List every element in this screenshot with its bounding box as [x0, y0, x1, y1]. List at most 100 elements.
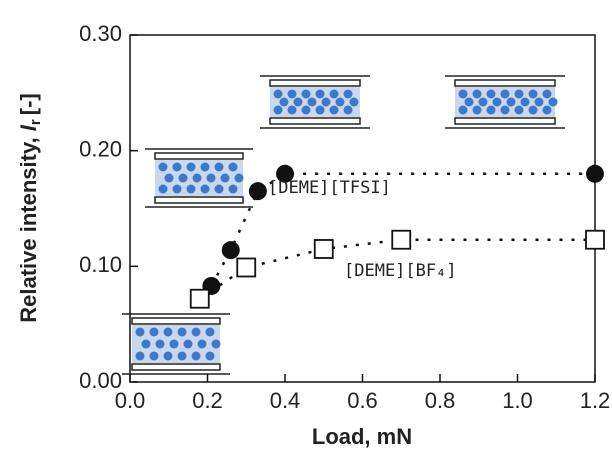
icon-particle	[234, 173, 244, 183]
icon-particle	[486, 105, 496, 115]
icon-particle	[520, 97, 530, 107]
y-axis-label: Relative intensity, Ir [-]	[16, 93, 44, 323]
icon-particle	[164, 173, 174, 183]
icon-particle	[548, 97, 558, 107]
data-point	[585, 229, 605, 250]
icon-particle	[200, 184, 210, 194]
icon-particle	[178, 173, 188, 183]
icon-particle	[149, 327, 159, 337]
data-point	[189, 288, 210, 309]
icon-particle	[186, 162, 196, 172]
icon-particle	[349, 97, 359, 107]
icon-particle	[228, 162, 238, 172]
x-axis-label: Load, mN	[312, 424, 412, 449]
icon-particle	[191, 351, 201, 361]
y-tick-label: 0.10	[79, 252, 122, 277]
icon-particle	[464, 97, 474, 107]
icon-particle	[500, 105, 510, 115]
icon-particle	[478, 97, 488, 107]
series-line	[199, 238, 595, 300]
y-label-subscript: r	[27, 119, 44, 125]
icon-particle	[158, 184, 168, 194]
icon-particle	[191, 327, 201, 337]
y-label-unit: [-]	[16, 93, 41, 115]
icon-particle	[506, 97, 516, 107]
icon-particle	[158, 162, 168, 172]
data-point	[586, 164, 604, 183]
icon-particle	[214, 184, 224, 194]
icon-plate	[269, 79, 361, 87]
icon-particle	[307, 97, 317, 107]
schematic-icon	[260, 75, 370, 129]
icon-particle	[528, 105, 538, 115]
icon-particle	[183, 339, 193, 349]
y-tick-label: 0.00	[79, 368, 122, 393]
icon-particle	[205, 351, 215, 361]
data-point	[313, 239, 334, 259]
icon-particle	[279, 97, 289, 107]
icon-particle	[329, 89, 339, 99]
icon-particle	[135, 327, 145, 337]
data-point	[248, 182, 267, 201]
icon-plate	[454, 79, 556, 87]
icon-particle	[458, 105, 468, 115]
icon-particle	[500, 89, 510, 99]
icon-particle	[211, 339, 221, 349]
icon-particle	[287, 89, 297, 99]
icon-particle	[273, 89, 283, 99]
series-line	[210, 172, 595, 287]
x-tick-label: 1.0	[502, 388, 533, 413]
data-point	[236, 257, 257, 278]
y-tick-label: 0.20	[79, 136, 122, 161]
icon-plate	[131, 317, 221, 325]
data-point	[276, 164, 294, 183]
icon-plate	[269, 117, 361, 125]
icon-particle	[514, 105, 524, 115]
icon-particle	[293, 97, 303, 107]
icon-particle	[534, 97, 544, 107]
icon-particle	[542, 105, 552, 115]
icon-particle	[135, 351, 145, 361]
icon-particle	[315, 89, 325, 99]
data-point	[221, 241, 240, 260]
x-tick-label: 0.6	[347, 388, 378, 413]
schematic-icon	[145, 148, 253, 208]
x-tick-label: 0.4	[270, 388, 301, 413]
icon-particle	[206, 173, 216, 183]
icon-particle	[163, 351, 173, 361]
icon-particle	[228, 184, 238, 194]
icon-particle	[472, 105, 482, 115]
y-label-symbol: I	[16, 124, 41, 131]
icon-particle	[197, 339, 207, 349]
schematic-icon	[122, 313, 230, 375]
icon-particle	[528, 89, 538, 99]
icon-plate	[154, 196, 244, 204]
icon-particle	[301, 105, 311, 115]
icon-particle	[172, 162, 182, 172]
icon-particle	[301, 89, 311, 99]
icon-particle	[321, 97, 331, 107]
icon-particle	[492, 97, 502, 107]
data-point	[391, 229, 412, 250]
icon-particle	[329, 105, 339, 115]
icon-particle	[192, 173, 202, 183]
icon-particle	[169, 339, 179, 349]
icon-particle	[172, 184, 182, 194]
icon-particle	[542, 89, 552, 99]
icon-particle	[273, 105, 283, 115]
x-tick-label: 1.2	[580, 388, 611, 413]
icon-particle	[335, 97, 345, 107]
y-tick-label: 0.30	[79, 21, 122, 46]
icon-particle	[287, 105, 297, 115]
icon-particle	[458, 89, 468, 99]
icon-particle	[205, 327, 215, 337]
series-label: [DEME][BF₄]	[344, 261, 457, 281]
icon-particle	[163, 327, 173, 337]
y-label-text: Relative intensity,	[16, 131, 41, 323]
icon-particle	[141, 339, 151, 349]
series-label: [DEME][TFSI]	[268, 178, 391, 198]
icon-plate	[154, 152, 244, 160]
icon-plate	[454, 117, 556, 125]
icon-particle	[177, 351, 187, 361]
icon-particle	[177, 327, 187, 337]
